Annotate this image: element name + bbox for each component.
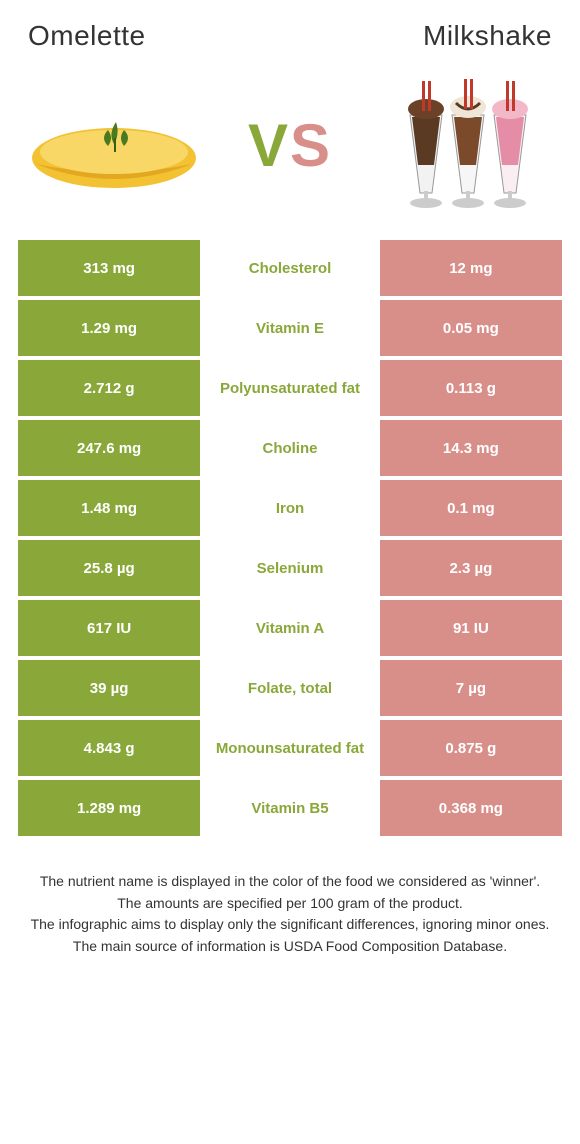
- right-value: 0.368 mg: [380, 780, 562, 836]
- left-value: 25.8 µg: [18, 540, 200, 596]
- hero-row: VS: [18, 80, 562, 240]
- nutrient-row: 25.8 µgSelenium2.3 µg: [18, 540, 562, 596]
- right-value: 0.875 g: [380, 720, 562, 776]
- nutrient-label: Selenium: [200, 540, 380, 596]
- right-value: 12 mg: [380, 240, 562, 296]
- right-value: 0.1 mg: [380, 480, 562, 536]
- left-value: 4.843 g: [18, 720, 200, 776]
- right-value: 2.3 µg: [380, 540, 562, 596]
- nutrient-label: Vitamin E: [200, 300, 380, 356]
- nutrient-row: 1.48 mgIron0.1 mg: [18, 480, 562, 536]
- nutrient-label: Iron: [200, 480, 380, 536]
- nutrient-label: Monounsaturated fat: [200, 720, 380, 776]
- omelette-image: [24, 80, 204, 210]
- vs-label: VS: [248, 111, 332, 180]
- right-food-title: Milkshake: [423, 20, 552, 52]
- footer-line: The amounts are specified per 100 gram o…: [24, 894, 556, 914]
- nutrient-row: 313 mgCholesterol12 mg: [18, 240, 562, 296]
- left-value: 39 µg: [18, 660, 200, 716]
- right-value: 14.3 mg: [380, 420, 562, 476]
- nutrient-row: 4.843 gMonounsaturated fat0.875 g: [18, 720, 562, 776]
- footer-line: The nutrient name is displayed in the co…: [24, 872, 556, 892]
- nutrient-label: Vitamin B5: [200, 780, 380, 836]
- nutrient-row: 1.289 mgVitamin B50.368 mg: [18, 780, 562, 836]
- right-value: 91 IU: [380, 600, 562, 656]
- nutrient-label: Polyunsaturated fat: [200, 360, 380, 416]
- nutrient-row: 247.6 mgCholine14.3 mg: [18, 420, 562, 476]
- nutrient-label: Vitamin A: [200, 600, 380, 656]
- nutrient-table: 313 mgCholesterol12 mg1.29 mgVitamin E0.…: [18, 240, 562, 836]
- left-value: 1.289 mg: [18, 780, 200, 836]
- right-value: 0.05 mg: [380, 300, 562, 356]
- left-food-title: Omelette: [28, 20, 146, 52]
- nutrient-label: Cholesterol: [200, 240, 380, 296]
- nutrient-label: Choline: [200, 420, 380, 476]
- nutrient-row: 39 µgFolate, total7 µg: [18, 660, 562, 716]
- footer-notes: The nutrient name is displayed in the co…: [18, 872, 562, 956]
- footer-line: The main source of information is USDA F…: [24, 937, 556, 957]
- left-value: 2.712 g: [18, 360, 200, 416]
- nutrient-row: 1.29 mgVitamin E0.05 mg: [18, 300, 562, 356]
- nutrient-row: 617 IUVitamin A91 IU: [18, 600, 562, 656]
- footer-line: The infographic aims to display only the…: [24, 915, 556, 935]
- left-value: 247.6 mg: [18, 420, 200, 476]
- left-value: 1.48 mg: [18, 480, 200, 536]
- right-value: 0.113 g: [380, 360, 562, 416]
- left-value: 313 mg: [18, 240, 200, 296]
- header: Omelette Milkshake: [18, 20, 562, 52]
- nutrient-label: Folate, total: [200, 660, 380, 716]
- left-value: 1.29 mg: [18, 300, 200, 356]
- vs-left-letter: V: [248, 112, 290, 179]
- nutrient-row: 2.712 gPolyunsaturated fat0.113 g: [18, 360, 562, 416]
- milkshake-image: [376, 80, 556, 210]
- left-value: 617 IU: [18, 600, 200, 656]
- vs-right-letter: S: [290, 112, 332, 179]
- right-value: 7 µg: [380, 660, 562, 716]
